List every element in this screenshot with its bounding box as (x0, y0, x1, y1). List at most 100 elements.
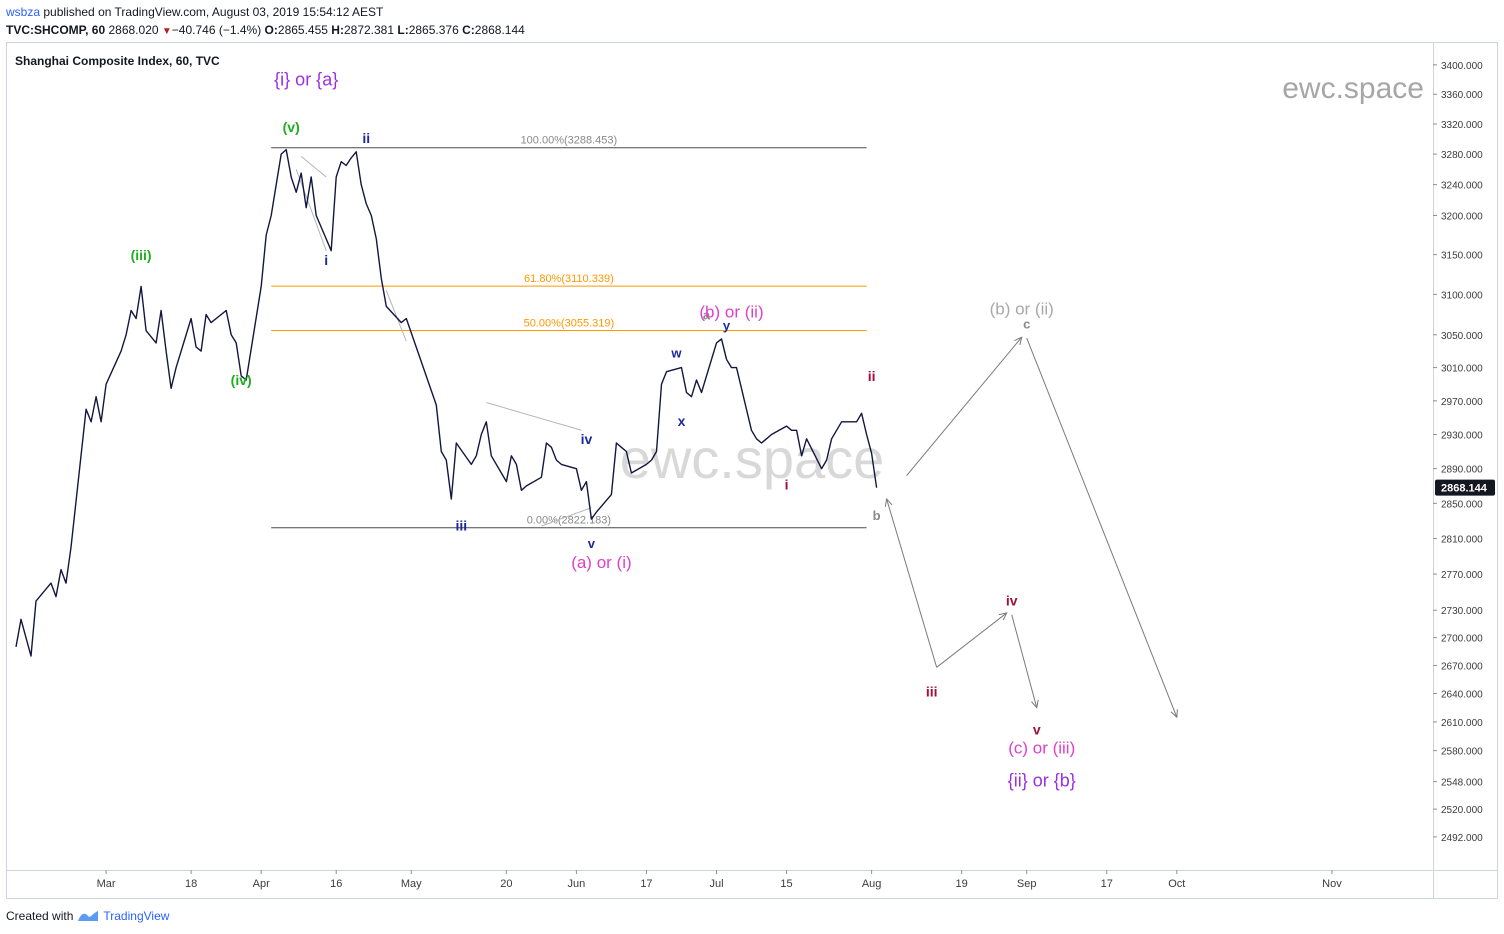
x-tick-label: 19 (956, 878, 968, 890)
y-tick-label: 3010.000 (1441, 364, 1483, 375)
trend-line (385, 290, 407, 342)
x-tick-label: Jul (709, 878, 723, 890)
y-tick-label: 2930.000 (1441, 431, 1483, 442)
last-price-badge: 2868.144 (1435, 479, 1495, 496)
wave-label: i (324, 252, 328, 268)
open-label: O: (264, 23, 278, 37)
x-tick-label: May (401, 878, 422, 890)
y-tick-label: 3400.000 (1441, 61, 1483, 72)
projection-arrows (884, 336, 1178, 719)
x-tick-label: Nov (1322, 878, 1342, 890)
fib-level-label: 100.00%(3288.453) (521, 135, 618, 147)
projection-arrow-line (1026, 337, 1178, 718)
wave-label: (v) (283, 119, 300, 135)
fib-retracement: 100.00%(3288.453) 61.80%(3110.339) 50.00%(… (271, 135, 867, 529)
high-value: 2872.381 (343, 23, 395, 37)
close-value: 2868.144 (474, 23, 525, 37)
projection-arrow-head (1170, 709, 1178, 719)
low-label: L: (397, 23, 409, 37)
open-value: 2865.455 (277, 23, 328, 37)
projection-arrow-line (1011, 614, 1038, 708)
wave-label: iv (581, 431, 593, 447)
low-value: 2865.376 (408, 23, 459, 37)
y-tick-label: 3100.000 (1441, 290, 1483, 301)
price-change: −40.746 (−1.4%) (171, 23, 262, 37)
last-price-badge-text: 2868.144 (1441, 483, 1488, 495)
trend-line (541, 507, 592, 527)
y-tick-label: 3280.000 (1441, 150, 1483, 161)
y-tick-label: 2810.000 (1441, 534, 1483, 545)
trend-line (295, 169, 327, 251)
x-tick-label: 20 (500, 878, 512, 890)
x-tick-label: 16 (330, 878, 342, 890)
trend-line (300, 156, 327, 178)
wave-label: ii (362, 130, 370, 146)
wave-label: (c) or (iii) (1008, 739, 1075, 758)
projection-arrow-head (1014, 336, 1023, 346)
wave-label: c (1023, 316, 1030, 331)
price-axis: 3400.000 3360.000 3320.000 3280.000 3240.000… (1433, 61, 1483, 844)
time-axis: Mar 18 Apr 16 May 20 Jun 17 Jul 15 Aug 19 Sep 17 Oct No… (97, 870, 1342, 890)
y-tick-label: 2970.000 (1441, 397, 1483, 408)
y-tick-label: 2850.000 (1441, 499, 1483, 510)
last-price-badge-bg (1435, 479, 1495, 496)
wave-label: (iii) (131, 247, 152, 263)
x-tick-label: Apr (253, 878, 270, 890)
down-triangle-icon: ▼ (161, 26, 172, 37)
publisher-name[interactable]: wsbza (6, 5, 41, 19)
y-tick-label: 2548.000 (1441, 778, 1483, 789)
price-series (15, 148, 878, 657)
y-tick-label: 3150.000 (1441, 251, 1483, 262)
fib-level-label: 61.80%(3110.339) (524, 273, 614, 285)
watermark-corner: ewc.space (1282, 72, 1424, 105)
y-tick-label: 2492.000 (1441, 833, 1483, 844)
wave-labels: {i} or {a}(v)iii(iii)(iv)a(b) or (ii)ywx… (131, 69, 1076, 790)
y-tick-label: 2610.000 (1441, 718, 1483, 729)
y-tick-label: 2700.000 (1441, 634, 1483, 645)
tradingview-link[interactable]: TradingView (103, 909, 170, 923)
wave-label: v (1033, 721, 1041, 737)
wave-label: {ii} or {b} (1008, 771, 1076, 791)
footer: Created with TradingView (6, 909, 169, 923)
wave-label: i (785, 476, 789, 492)
close-label: C: (462, 23, 475, 37)
y-tick-label: 2670.000 (1441, 661, 1483, 672)
y-tick-label: 2770.000 (1441, 570, 1483, 581)
wave-label: a (703, 307, 711, 322)
x-tick-label: Oct (1168, 878, 1185, 890)
wave-label: (iv) (231, 372, 252, 388)
created-with-text: Created with (6, 909, 74, 923)
y-tick-label: 3240.000 (1441, 181, 1483, 192)
fib-level-label: 50.00%(3055.319) (524, 317, 615, 329)
wave-label: b (873, 508, 881, 523)
watermark-center: ewc.space (620, 427, 885, 490)
y-tick-label: 3050.000 (1441, 331, 1483, 342)
tradingview-logo-icon (78, 911, 99, 921)
price-line (15, 148, 878, 657)
wave-label: (a) or (i) (571, 553, 631, 572)
y-tick-label: 3320.000 (1441, 120, 1483, 131)
ohlc-bar: TVC:SHCOMP, 60 2868.020 ▼−40.746 (−1.4%)… (6, 23, 525, 37)
wave-label: v (588, 536, 596, 551)
x-tick-label: 18 (185, 878, 197, 890)
trend-lines (295, 156, 592, 527)
wave-label: (b) or (ii) (699, 303, 763, 322)
chart-title: Shanghai Composite Index, 60, TVC (15, 54, 220, 68)
wave-label: (b) or (ii) (990, 299, 1054, 318)
x-tick-label: Jun (568, 878, 586, 890)
publish-text: published on TradingView.com, August 03,… (43, 5, 384, 19)
plot-frame (6, 42, 1498, 899)
y-tick-label: 2520.000 (1441, 805, 1483, 816)
wave-label: ii (868, 368, 876, 384)
y-tick-label: 2730.000 (1441, 606, 1483, 617)
publish-info: wsbza published on TradingView.com, Augu… (6, 5, 383, 19)
wave-label: x (678, 413, 686, 429)
y-tick-label: 2890.000 (1441, 465, 1483, 476)
x-tick-label: Sep (1017, 878, 1037, 890)
high-label: H: (331, 23, 344, 37)
symbol-label: TVC:SHCOMP, 60 (6, 23, 106, 37)
projection-arrow-head (1031, 699, 1039, 709)
projection-arrow-line (886, 498, 938, 668)
projection-arrow-line (906, 336, 1023, 476)
